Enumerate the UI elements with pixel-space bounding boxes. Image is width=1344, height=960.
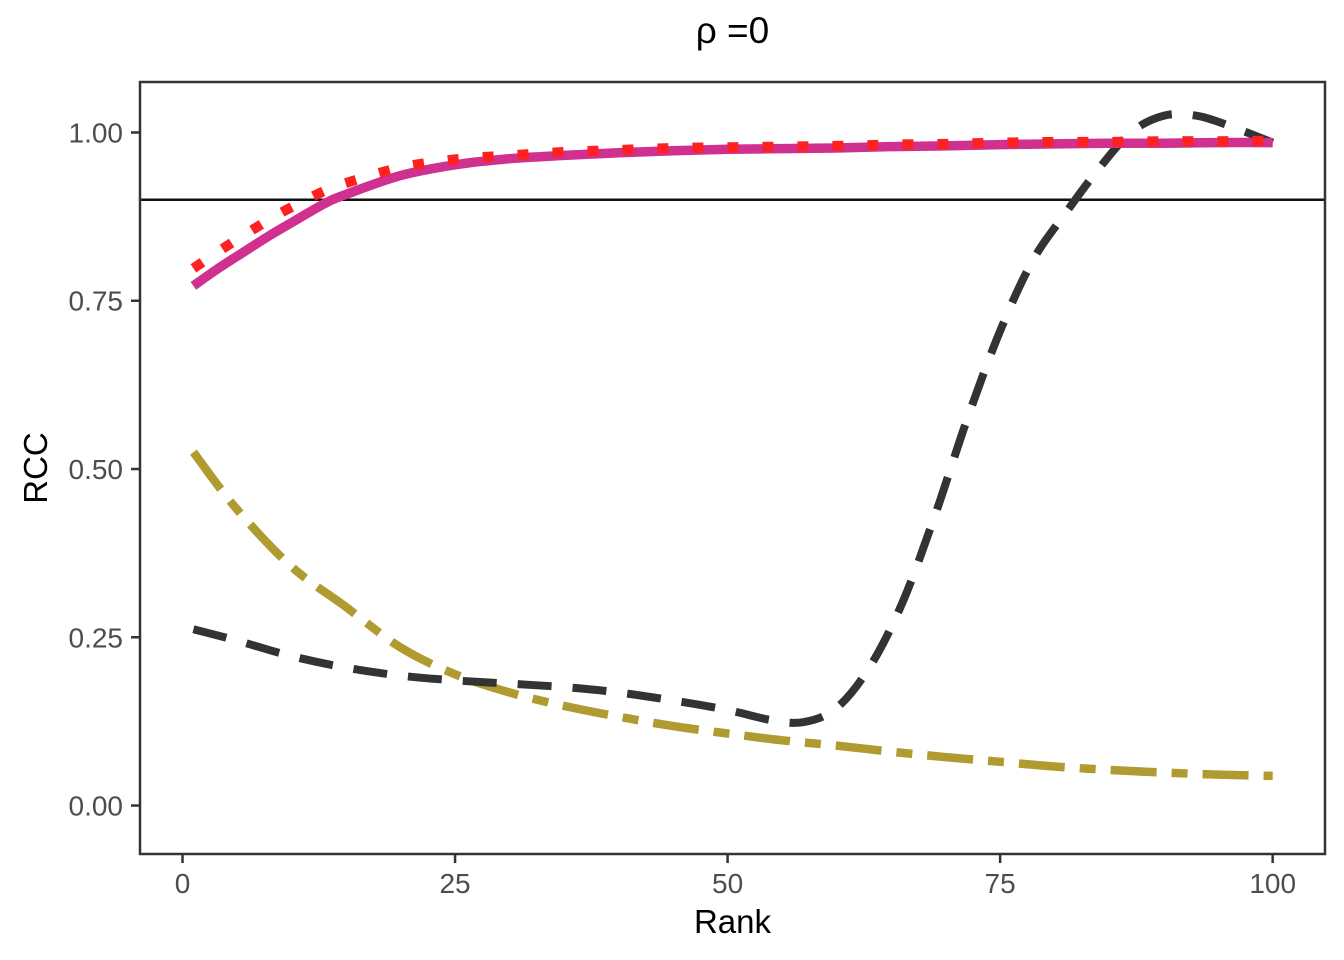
x-tick-label: 75 [985, 868, 1016, 899]
y-tick-label: 1.00 [69, 117, 124, 148]
x-tick-label: 0 [175, 868, 191, 899]
x-tick-label: 25 [439, 868, 470, 899]
y-axis-title: RCC [17, 432, 54, 504]
y-tick-label: 0.25 [69, 622, 124, 653]
series-pink-solid [190, 137, 1273, 290]
y-tick-label: 0.50 [69, 454, 124, 485]
series-olive-dotdash [190, 449, 1273, 781]
x-axis-title: Rank [693, 903, 772, 940]
plot-title: ρ =0 [695, 10, 770, 51]
series-red-dotted [190, 135, 1273, 273]
x-tick-label: 100 [1249, 868, 1296, 899]
x-tick-label: 50 [712, 868, 743, 899]
panel-border [138, 80, 1327, 856]
y-tick-label: 0.75 [69, 286, 124, 317]
series-black-dashed [192, 110, 1275, 727]
y-tick-label: 0.00 [69, 791, 124, 822]
